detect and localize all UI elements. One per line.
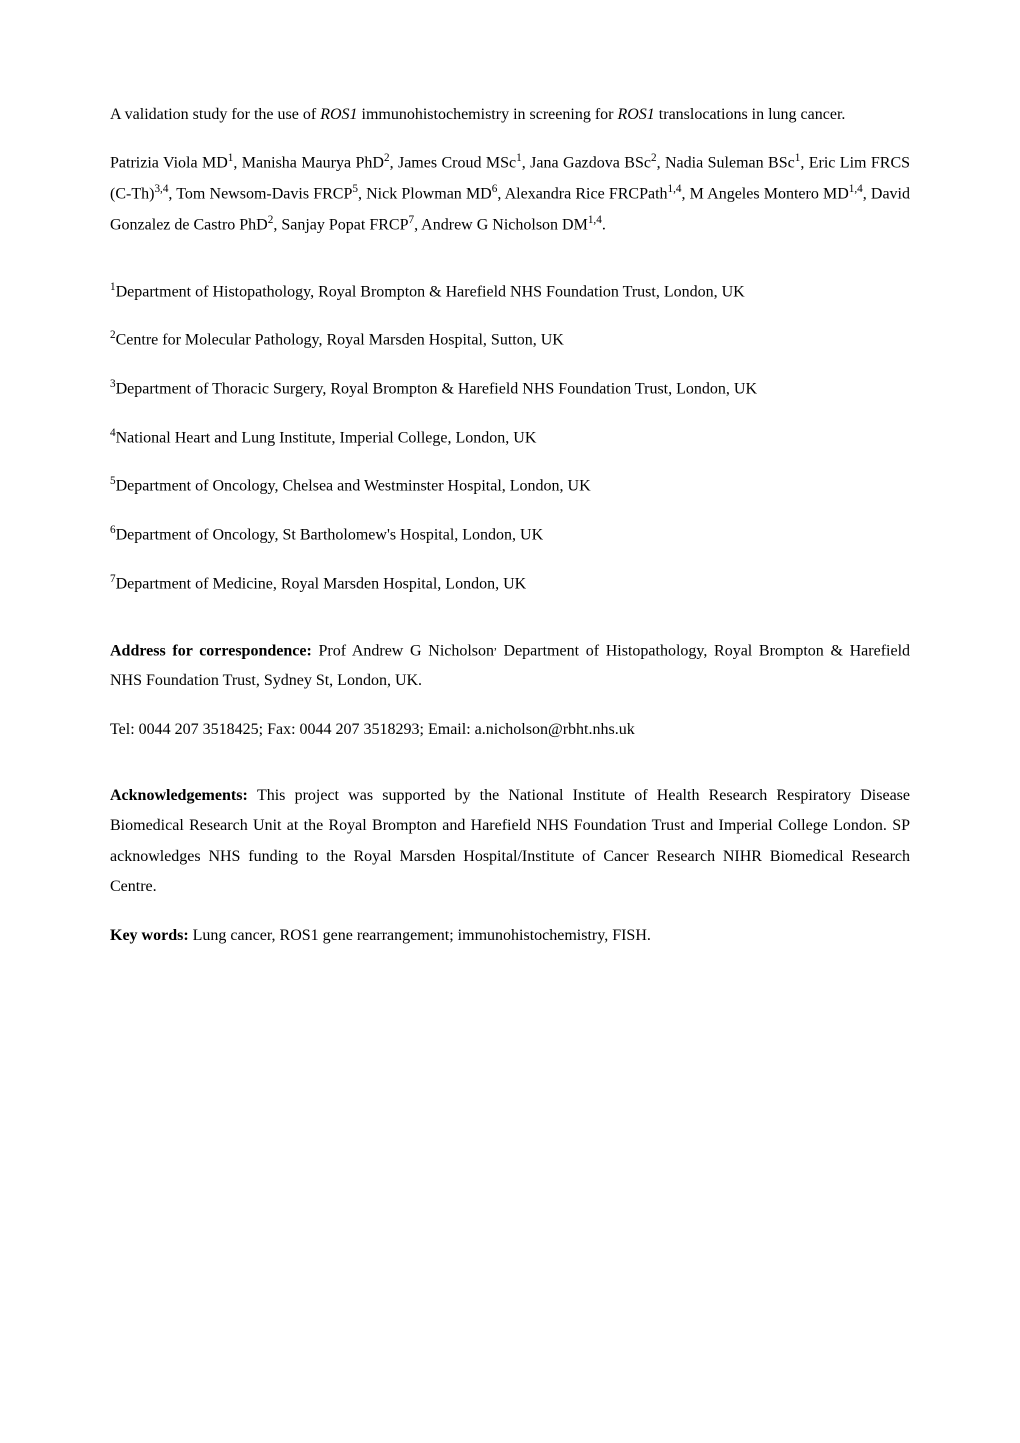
author-name: , James Croud MSc — [390, 155, 517, 172]
keywords-text: Lung cancer, ROS1 gene rearrangement; im… — [193, 927, 651, 944]
affiliation-item: 1Department of Histopathology, Royal Bro… — [110, 277, 910, 308]
affiliation-text: Department of Oncology, St Bartholomew's… — [116, 526, 544, 543]
affiliation-item: 2Centre for Molecular Pathology, Royal M… — [110, 325, 910, 356]
title-text-mid: immunohistochemistry in screening for — [358, 106, 618, 123]
keywords-block: Key words: Lung cancer, ROS1 gene rearra… — [110, 921, 910, 951]
author-name: , Nadia Suleman BSc — [657, 155, 795, 172]
affiliation-text: National Heart and Lung Institute, Imper… — [116, 429, 537, 446]
affiliation-item: 3Department of Thoracic Surgery, Royal B… — [110, 374, 910, 405]
acknowledgements-block: Acknowledgements: This project was suppo… — [110, 781, 910, 903]
paper-title: A validation study for the use of ROS1 i… — [110, 100, 910, 130]
author-name: , Manisha Maurya PhD — [233, 155, 384, 172]
title-gene2: ROS1 — [617, 106, 654, 123]
contact-info: Tel: 0044 207 3518425; Fax: 0044 207 351… — [110, 715, 910, 745]
author-name: , Sanjay Popat FRCP — [273, 216, 408, 233]
affiliation-item: 6Department of Oncology, St Bartholomew'… — [110, 520, 910, 551]
keywords-label: Key words: — [110, 927, 193, 944]
title-text-post: translocations in lung cancer. — [655, 106, 846, 123]
author-name: , Nick Plowman MD — [358, 185, 492, 202]
acknowledgements-label: Acknowledgements: — [110, 787, 257, 804]
author-name: , Jana Gazdova BSc — [522, 155, 651, 172]
author-name: Patrizia Viola MD — [110, 155, 228, 172]
affiliation-text: Department of Medicine, Royal Marsden Ho… — [116, 575, 527, 592]
author-name: , Alexandra Rice FRCPath — [497, 185, 667, 202]
author-name: , M Angeles Montero MD — [682, 185, 849, 202]
affiliation-text: Department of Oncology, Chelsea and West… — [116, 478, 591, 495]
affiliation-text: Centre for Molecular Pathology, Royal Ma… — [116, 332, 564, 349]
contact-text: Tel: 0044 207 3518425; Fax: 0044 207 351… — [110, 721, 635, 738]
author-name: , Andrew G Nicholson DM — [414, 216, 588, 233]
author-affiliation-sup: 1,4 — [849, 183, 863, 195]
title-gene1: ROS1 — [320, 106, 357, 123]
correspondence-block: Address for correspondence: Prof Andrew … — [110, 636, 910, 697]
affiliation-text: Department of Histopathology, Royal Brom… — [116, 283, 745, 300]
author-list-end: . — [602, 216, 606, 233]
affiliation-item: 4National Heart and Lung Institute, Impe… — [110, 423, 910, 454]
correspondence-label: Address for correspondence: — [110, 642, 318, 659]
author-affiliation-sup: 1,4 — [668, 183, 682, 195]
author-affiliation-sup: 1,4 — [588, 214, 602, 226]
author-name: , Tom Newsom-Davis FRCP — [168, 185, 352, 202]
title-text-pre: A validation study for the use of — [110, 106, 320, 123]
correspondence-name: Prof Andrew G Nicholson — [318, 642, 494, 659]
affiliation-item: 7Department of Medicine, Royal Marsden H… — [110, 569, 910, 600]
affiliation-text: Department of Thoracic Surgery, Royal Br… — [116, 380, 757, 397]
author-list: Patrizia Viola MD1, Manisha Maurya PhD2,… — [110, 148, 910, 240]
affiliation-item: 5Department of Oncology, Chelsea and Wes… — [110, 471, 910, 502]
author-affiliation-sup: 3,4 — [154, 183, 168, 195]
